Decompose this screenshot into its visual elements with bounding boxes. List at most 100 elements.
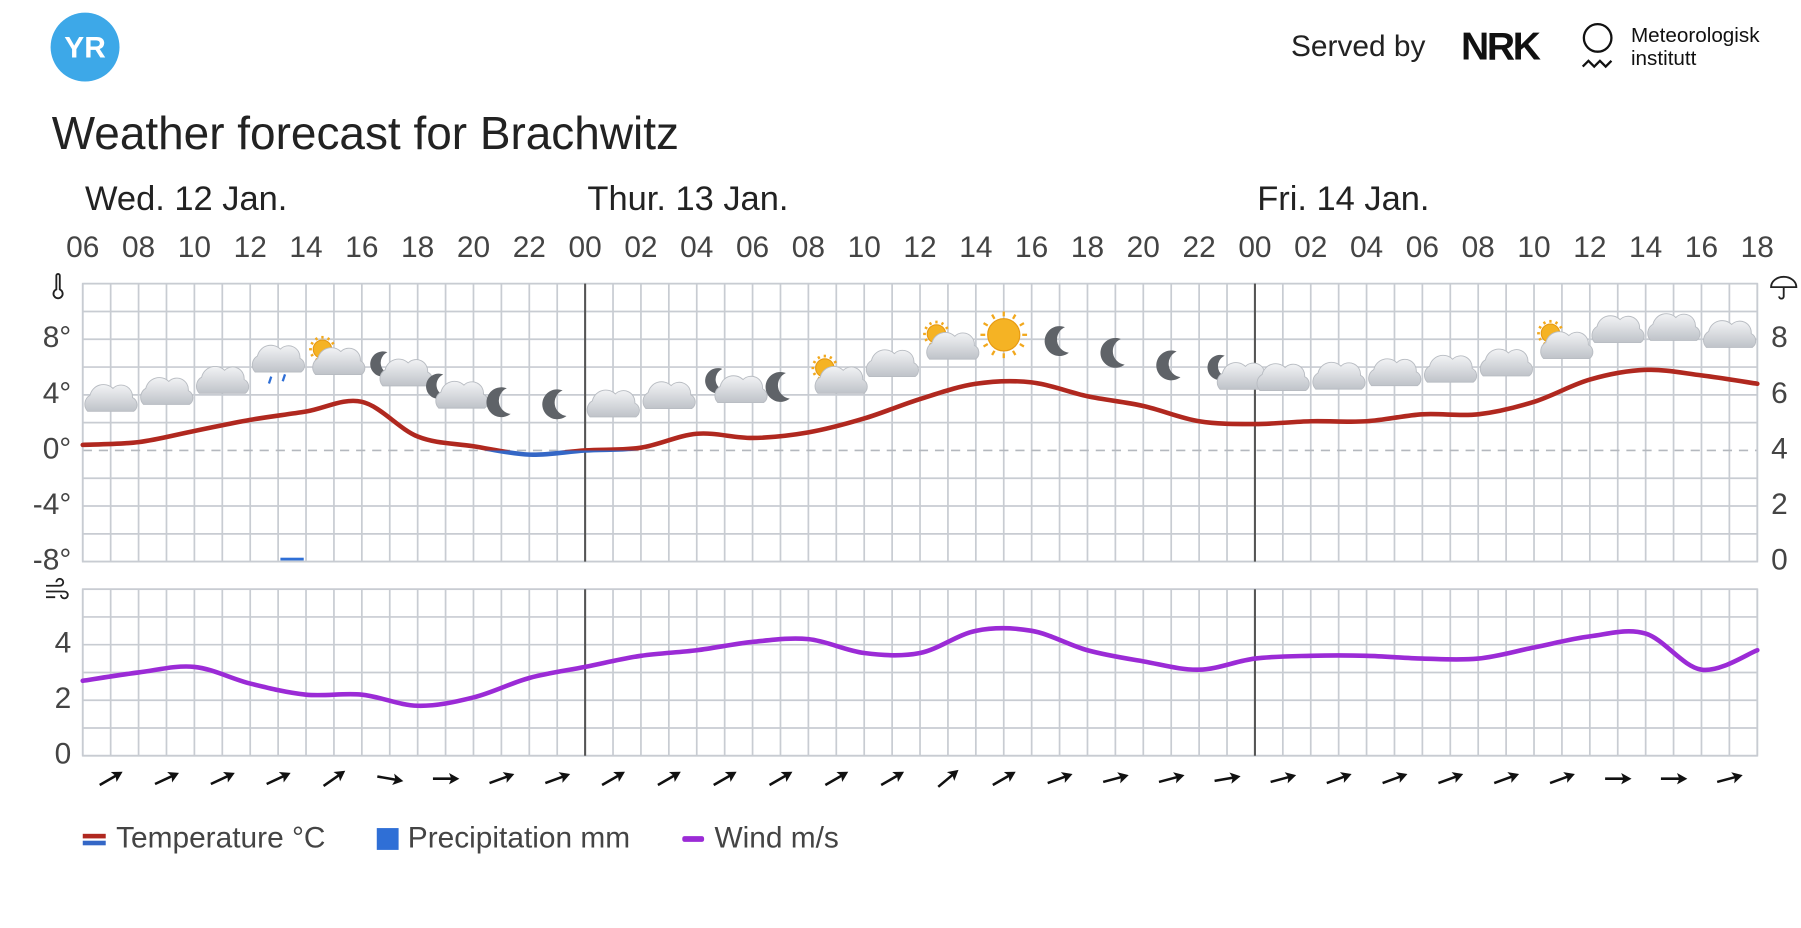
cloud — [140, 377, 194, 405]
wind-arrow-shaft — [1549, 774, 1571, 785]
moon — [486, 387, 511, 418]
wind-arrow-head — [392, 773, 404, 785]
wind-arrow-head — [613, 771, 625, 782]
cloud — [814, 366, 868, 394]
wind-arrow-shaft — [880, 773, 901, 787]
x-tick-label: 14 — [959, 231, 992, 264]
weather-symbol — [1312, 361, 1366, 390]
legend-label: Precipitation mm — [408, 821, 630, 854]
wind-arrow-shaft — [1493, 774, 1516, 785]
moon — [370, 351, 391, 377]
wind-arrow — [544, 772, 571, 785]
sun-ray — [833, 360, 837, 364]
sun-ray — [928, 321, 933, 326]
x-tick-label: 16 — [1685, 231, 1718, 264]
wind-arrow — [937, 769, 959, 788]
cloud — [1312, 361, 1366, 390]
day-label: Fri. 14 Jan. — [1257, 180, 1429, 218]
sun-ray — [1559, 325, 1563, 329]
wind-arrow-head — [333, 770, 346, 782]
wind-arrow — [210, 772, 235, 786]
cloud — [312, 347, 366, 375]
wind-arrow-head — [558, 772, 571, 783]
weather-symbol — [309, 335, 366, 375]
wind-arrow-head — [1173, 772, 1185, 784]
wind-arrow — [1326, 772, 1352, 785]
moon — [542, 389, 567, 420]
x-tick-label: 06 — [66, 231, 99, 264]
weather-symbol — [1647, 313, 1701, 341]
sun-ray — [945, 326, 949, 330]
sun-ray — [326, 337, 331, 341]
moon — [1207, 354, 1228, 381]
temperature-line — [80, 367, 1760, 457]
wind-arrow-shaft — [1047, 774, 1069, 785]
yr-logo — [50, 12, 120, 82]
grid — [81, 282, 1759, 757]
weather-symbol — [486, 387, 511, 418]
wind-arrow — [1102, 772, 1129, 784]
weather-symbol — [370, 351, 433, 387]
cloud — [251, 344, 305, 373]
wind-arrow-shaft — [1214, 775, 1237, 783]
moon — [765, 371, 790, 402]
wind-arrow-head — [167, 772, 179, 783]
cloud — [196, 366, 250, 394]
cloud — [714, 375, 768, 404]
cloud — [1591, 315, 1645, 344]
cloud — [1540, 331, 1594, 359]
umbrella-icon — [1770, 275, 1798, 300]
wind-arrow-shaft — [1716, 775, 1739, 784]
wind-arrow — [601, 771, 625, 787]
wind-arrow-head — [1003, 771, 1016, 782]
wind-arrow-shaft — [657, 773, 678, 787]
wind-arrow — [1214, 772, 1241, 784]
weather-symbol — [980, 311, 1028, 359]
moon — [426, 373, 447, 399]
rain-drop — [281, 373, 287, 382]
wind-arrow — [1047, 772, 1073, 785]
x-tick-label: 00 — [569, 231, 602, 264]
sun-ray — [940, 321, 945, 326]
sun-ray — [982, 343, 989, 348]
marks — [80, 311, 1760, 788]
wind-arrow-shaft — [1437, 774, 1460, 785]
wind-arrow — [1660, 772, 1688, 785]
x-tick-label: 00 — [1238, 231, 1271, 264]
x-tick-label: 12 — [234, 231, 267, 264]
wind-arrow — [1549, 772, 1575, 785]
wind-arrow-shaft — [1158, 775, 1181, 784]
wind-arrow-shaft — [99, 773, 120, 787]
x-tick-label: 20 — [1127, 231, 1160, 264]
weather-symbol — [1207, 354, 1270, 390]
weather-symbol — [1424, 354, 1478, 383]
sun-ray — [924, 326, 928, 330]
met-name: institutt — [1631, 47, 1697, 70]
wind-arrow-shaft — [713, 773, 734, 787]
legend-label: Temperature °C — [116, 821, 325, 854]
sun-ray — [829, 355, 833, 360]
served-by: Served by — [1291, 30, 1426, 63]
wind-arrow — [1493, 772, 1520, 785]
x-tick-label: 20 — [457, 231, 490, 264]
weather-symbol — [1044, 326, 1069, 356]
sun-ray — [314, 337, 319, 341]
wind-arrow-head — [278, 772, 291, 783]
sun-ray — [1554, 321, 1559, 325]
sun-ray — [1019, 343, 1025, 348]
day-label: Thur. 13 Jan. — [587, 180, 788, 218]
y-tick-label: 8° — [43, 321, 72, 354]
wind-tick-label: 4 — [55, 627, 72, 660]
wind-arrow-shaft — [489, 774, 511, 785]
sun-ray — [812, 360, 817, 364]
weather-symbol — [811, 354, 868, 394]
x-tick-label: 10 — [178, 231, 211, 264]
weather-symbol — [542, 389, 567, 420]
wind-arrow-head — [1060, 772, 1073, 783]
legend-swatch — [82, 833, 106, 839]
wind-arrow-shaft — [154, 773, 176, 786]
wind-arrow-head — [892, 771, 905, 782]
wind-arrow-shaft — [210, 773, 232, 786]
sun-ray — [817, 355, 821, 360]
